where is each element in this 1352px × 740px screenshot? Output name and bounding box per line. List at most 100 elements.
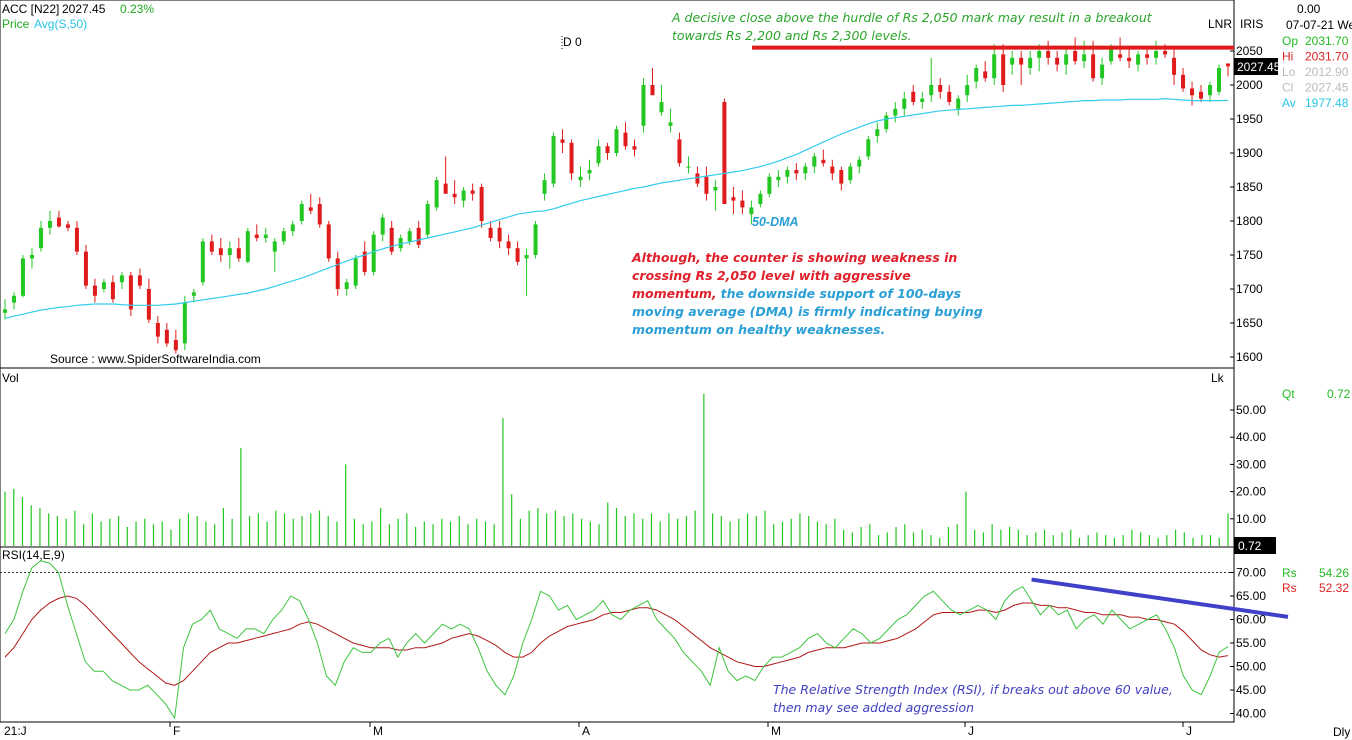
candle-body [632, 146, 637, 150]
candle-body [1154, 51, 1159, 58]
candle-body [1109, 47, 1114, 62]
volume-tick-label: 20.00 [1236, 485, 1266, 499]
qt-value: 0.72 [1327, 387, 1351, 401]
candle-body [623, 132, 628, 147]
candle-body [686, 166, 691, 168]
rsi-downtrend-line [1031, 577, 1289, 619]
candle-body [560, 139, 565, 143]
price-tick-label: 1650 [1236, 316, 1263, 330]
candle-body [605, 146, 610, 153]
volume-tag-box [1234, 537, 1276, 554]
info-row-value: 2012.90 [1305, 65, 1349, 79]
candle-body [1073, 51, 1078, 62]
candle-body [965, 85, 970, 96]
candle-body [731, 197, 736, 201]
breakout-note-line-1: A decisive close above the hurdle of Rs … [672, 10, 1152, 25]
price-legend-label: Price [2, 17, 30, 31]
candle-body [650, 85, 655, 96]
candle-body [695, 173, 700, 184]
rsi-axis: 70.00 65.00 60.00 55.00 50.00 45.00 40.00 [1230, 566, 1266, 721]
candle-body [506, 241, 511, 249]
candle-body [947, 91, 952, 102]
candle-body [515, 248, 520, 262]
candle-body [209, 241, 214, 252]
last-price-tag-box [1234, 58, 1278, 75]
candle-body [254, 234, 259, 238]
rsi-label: RSI(14,E,9) [2, 548, 65, 562]
price-axis: 2050 2000 1950 1900 1850 1800 1750 1700 1650 1600 [1230, 44, 1263, 364]
candle-body [488, 227, 493, 238]
candle-body [119, 275, 124, 283]
candle-body [830, 166, 835, 174]
candle-body [524, 255, 529, 259]
candle-body [245, 231, 250, 262]
dly-label: Dly [1333, 725, 1350, 739]
info-row-label: Cl [1282, 81, 1293, 95]
candle-body [1100, 64, 1105, 79]
candle-body [677, 139, 682, 164]
price-tick-label: 1950 [1236, 112, 1263, 126]
x-axis-label: J [968, 724, 974, 738]
candle-body [56, 217, 61, 227]
candle-body [803, 166, 808, 174]
candle-body [1226, 63, 1230, 67]
candle-body [668, 122, 673, 126]
last-price: 2027.45 [62, 2, 106, 16]
candle-body [839, 170, 844, 184]
candle-body [434, 180, 439, 208]
candle-body [785, 170, 790, 177]
x-axis: 21:J F M A M J J [4, 722, 1192, 738]
iris-label: IRIS [1240, 17, 1263, 31]
price-tick-label: 1750 [1236, 248, 1263, 262]
candle-body [1181, 74, 1186, 89]
candle-body [1091, 54, 1096, 79]
price-tick-label: 1700 [1236, 282, 1263, 296]
rsi-tick-label: 65.00 [1236, 589, 1266, 603]
candle-body [47, 221, 52, 228]
candle-body [182, 302, 187, 344]
candle-body [479, 187, 484, 221]
candle-body [92, 285, 97, 296]
candle-body [812, 156, 817, 167]
volume-tick-label: 30.00 [1236, 457, 1266, 471]
candle-body [938, 85, 943, 92]
candle-body [218, 248, 223, 255]
candle-body [155, 323, 160, 337]
volume-label: Vol [2, 371, 19, 385]
candle-body [281, 231, 286, 242]
candle-body [614, 129, 619, 153]
info-row-label: Av [1282, 96, 1296, 110]
info-top-value: 0.00 [1297, 2, 1321, 16]
info-date: 07-07-21 We [1286, 18, 1352, 32]
x-axis-label: M [373, 724, 383, 738]
candle-body [875, 129, 880, 136]
candle-body [659, 102, 664, 113]
candle-body [191, 292, 196, 296]
candle-body [416, 227, 421, 245]
candle-body [1136, 54, 1141, 65]
price-tick-label: 1600 [1236, 350, 1263, 364]
candle-body [821, 159, 826, 164]
price-tick-label: 1800 [1236, 214, 1263, 228]
info-row-label: Op [1282, 34, 1298, 48]
rsi-info: Rs 54.26 Rs 52.32 [1282, 566, 1349, 595]
candle-body [1199, 91, 1204, 99]
rs-row-label: Rs [1282, 566, 1297, 580]
candle-body [371, 234, 376, 272]
candle-body [137, 275, 142, 286]
candle-body [38, 227, 43, 249]
candle-body [983, 71, 988, 79]
breakout-note: A decisive close above the hurdle of Rs … [672, 9, 1152, 45]
candle-body [1064, 54, 1069, 65]
x-axis-label: 21:J [4, 724, 27, 738]
rsi-tick-label: 40.00 [1236, 707, 1266, 721]
candle-body [857, 159, 862, 167]
candle-body [335, 258, 340, 289]
candle-body [362, 251, 367, 272]
candle-body [641, 85, 646, 126]
candle-body [920, 98, 925, 102]
x-axis-label: F [173, 724, 180, 738]
rsi-tick-label: 70.00 [1236, 566, 1266, 580]
candle-body [443, 183, 448, 194]
candle-body [470, 190, 475, 194]
